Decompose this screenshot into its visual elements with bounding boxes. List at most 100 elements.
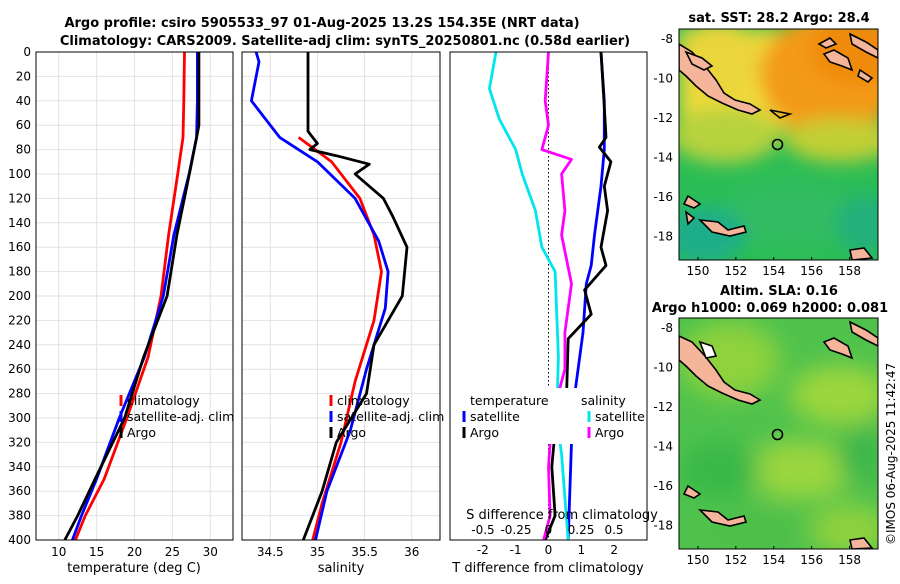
depth-tick-label: 380 — [8, 509, 31, 523]
depth-tick-label: 160 — [8, 240, 31, 254]
map-xtick-label: 152 — [724, 264, 747, 278]
s-diff-tick-label: 0.25 — [568, 523, 595, 537]
t-diff-xtick-label: -1 — [510, 543, 522, 557]
t-diff-xtick-label: 2 — [610, 543, 618, 557]
temperature-xlabel: temperature (deg C) — [67, 561, 201, 576]
s-diff-tick-label: -0.25 — [500, 523, 531, 537]
temperature-xtick-label: 15 — [89, 545, 104, 559]
difference-series-2 — [487, 52, 570, 540]
depth-tick-label: 200 — [8, 289, 31, 303]
map-xtick-label: 158 — [838, 553, 861, 567]
difference-legend-box — [453, 388, 643, 444]
sla-map-frame — [678, 317, 879, 550]
sst-map-frame — [678, 28, 879, 261]
map-ytick-label: -10 — [653, 360, 673, 374]
legend-salinity-title: salinity — [581, 393, 626, 408]
sla-map-panel: Altim. SLA: 0.16 Argo h1000: 0.069 h2000… — [652, 284, 888, 567]
salinity-panel: 34.5 35 35.5 36 salinity climatologysatelli… — [241, 51, 444, 576]
map-xtick-label: 154 — [762, 553, 785, 567]
s-diff-tick-label: 0.5 — [604, 523, 623, 537]
depth-tick-label: 140 — [8, 216, 31, 230]
map-ytick-label: -18 — [653, 518, 673, 532]
depth-tick-label: 340 — [8, 460, 31, 474]
salinity-series-2 — [301, 52, 409, 540]
legend-s-label: Argo — [595, 425, 624, 440]
map-ytick-label: -14 — [653, 439, 673, 453]
map-ytick-label: -18 — [653, 229, 673, 243]
salinity-axes-frame — [241, 51, 441, 541]
depth-tick-label: 20 — [16, 69, 31, 83]
depth-tick-label: 60 — [16, 118, 31, 132]
s-diff-tick-label: -0.5 — [471, 523, 494, 537]
map-xtick-label: 152 — [724, 553, 747, 567]
depth-tick-label: 180 — [8, 265, 31, 279]
salinity-legend-label: climatology — [337, 393, 410, 408]
difference-axes-frame — [449, 51, 648, 541]
title-line-2: Climatology: CARS2009. Satellite-adj cli… — [60, 34, 630, 49]
sst-map-panel: sat. SST: 28.2 Argo: 28.4 — [653, 11, 879, 278]
temperature-xtick-label: 25 — [165, 545, 180, 559]
salinity-xtick-label: 35 — [310, 545, 325, 559]
salinity-xtick-label: 35.5 — [351, 545, 378, 559]
map-ytick-label: -16 — [653, 190, 673, 204]
depth-tick-label: 120 — [8, 191, 31, 205]
map-ytick-label: -8 — [661, 321, 673, 335]
depth-tick-label: 240 — [8, 338, 31, 352]
map-ytick-label: -12 — [653, 400, 673, 414]
depth-tick-label: 220 — [8, 313, 31, 327]
temperature-legend-label: satellite-adj. clim — [127, 409, 234, 424]
map-ytick-label: -14 — [653, 150, 673, 164]
difference-series-3 — [540, 52, 573, 540]
sla-map-subtitle: Argo h1000: 0.069 h2000: 0.081 — [652, 301, 888, 316]
map-xtick-label: 150 — [686, 553, 709, 567]
map-ytick-label: -8 — [661, 32, 673, 46]
temperature-series-2 — [63, 52, 201, 540]
temperature-xtick-label: 20 — [127, 545, 142, 559]
map-xtick-label: 158 — [838, 264, 861, 278]
imos-timestamp-stamp: ©IMOS 06-Aug-2025 11:42:47 — [884, 363, 898, 545]
temperature-xtick-label: 10 — [51, 545, 66, 559]
temperature-series-0 — [74, 52, 186, 540]
sst-argo-marker — [771, 138, 784, 151]
t-diff-xtick-label: 1 — [578, 543, 586, 557]
map-ytick-label: -12 — [653, 111, 673, 125]
depth-tick-label: 100 — [8, 167, 31, 181]
temperature-xtick-label: 30 — [203, 545, 218, 559]
salinity-series-0 — [297, 136, 383, 540]
sla-argo-marker — [771, 428, 784, 441]
depth-tick-label: 300 — [8, 411, 31, 425]
legend-s-label: satellite — [595, 409, 645, 424]
t-difference-xlabel: T difference from climatology — [451, 561, 644, 576]
sst-land-islands — [679, 32, 878, 260]
sla-map-title: Altim. SLA: 0.16 — [720, 284, 838, 299]
map-xtick-label: 150 — [686, 264, 709, 278]
depth-tick-label: 360 — [8, 484, 31, 498]
salinity-series-1 — [249, 52, 390, 540]
salinity-xtick-label: 34.5 — [257, 545, 284, 559]
salinity-xlabel: salinity — [318, 561, 365, 576]
salinity-legend-label: satellite-adj. clim — [337, 409, 444, 424]
depth-tick-label: 260 — [8, 362, 31, 376]
s-diff-tick-label: 0 — [545, 523, 553, 537]
t-diff-xtick-label: -2 — [477, 543, 489, 557]
s-difference-label: S difference from climatology — [466, 508, 658, 523]
temperature-series-1 — [71, 52, 199, 540]
depth-tick-label: 320 — [8, 435, 31, 449]
depth-tick-label: 280 — [8, 387, 31, 401]
depth-tick-label: 40 — [16, 94, 31, 108]
salinity-xtick-label: 36 — [404, 545, 419, 559]
sst-map-title: sat. SST: 28.2 Argo: 28.4 — [688, 11, 869, 26]
map-xtick-label: 154 — [762, 264, 785, 278]
temperature-legend-label: climatology — [127, 393, 200, 408]
sst-field — [679, 29, 878, 260]
depth-tick-label: 0 — [23, 45, 31, 59]
map-ytick-label: -10 — [653, 71, 673, 85]
difference-panel: -2 -1 0 1 2 -0.5 -0.25 0 0.25 0.5 S difference fr… — [449, 51, 658, 576]
temperature-legend-label: Argo — [127, 425, 156, 440]
legend-temperature-title: temperature — [470, 393, 549, 408]
legend-t-label: Argo — [470, 425, 499, 440]
legend-t-label: satellite — [470, 409, 520, 424]
map-xtick-label: 156 — [800, 264, 823, 278]
